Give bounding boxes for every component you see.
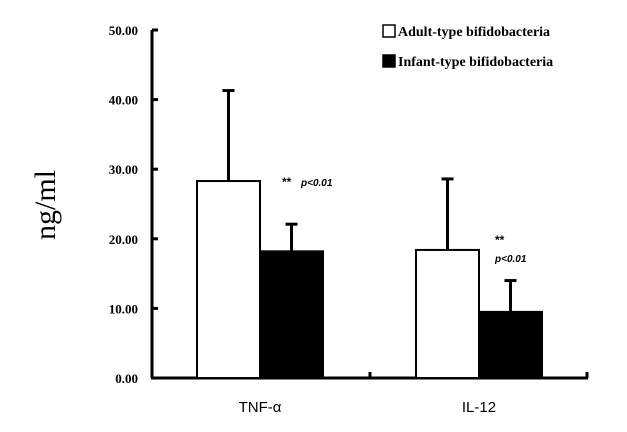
annotations: ** p<0.01 ** p<0.01 — [282, 175, 527, 265]
category-labels: TNF-α IL-12 — [239, 399, 497, 416]
p-value-label: p<0.01 — [494, 254, 527, 265]
y-axis-label: ng/ml — [29, 170, 62, 240]
y-tick-label: 0.00 — [115, 371, 138, 386]
y-tick-label: 20.00 — [109, 232, 138, 247]
legend-swatch-infant — [382, 54, 396, 68]
significance-stars: ** — [282, 175, 292, 189]
bar-infant — [259, 250, 324, 379]
y-ticks: 0.00 10.00 20.00 30.00 40.00 50.00 — [109, 23, 158, 386]
y-tick-label: 40.00 — [109, 93, 138, 108]
y-tick-label: 50.00 — [109, 23, 138, 38]
y-tick-label: 30.00 — [109, 162, 138, 177]
bar-adult — [415, 248, 480, 379]
bar-infant — [478, 310, 543, 380]
category-label: IL-12 — [462, 399, 496, 416]
legend-label-infant: Infant-type bifidobacteria — [398, 55, 553, 70]
significance-stars: ** — [495, 233, 505, 247]
bars — [196, 180, 543, 380]
legend-swatch-adult — [382, 24, 396, 38]
legend: Adult-type bifidobacteria Infant-type bi… — [382, 24, 553, 70]
y-tick-label: 10.00 — [109, 301, 138, 316]
legend-label-adult: Adult-type bifidobacteria — [398, 25, 550, 40]
error-bars — [222, 89, 517, 312]
category-label: TNF-α — [239, 399, 282, 416]
bar-adult — [196, 180, 261, 379]
p-value-label: p<0.01 — [300, 178, 333, 189]
